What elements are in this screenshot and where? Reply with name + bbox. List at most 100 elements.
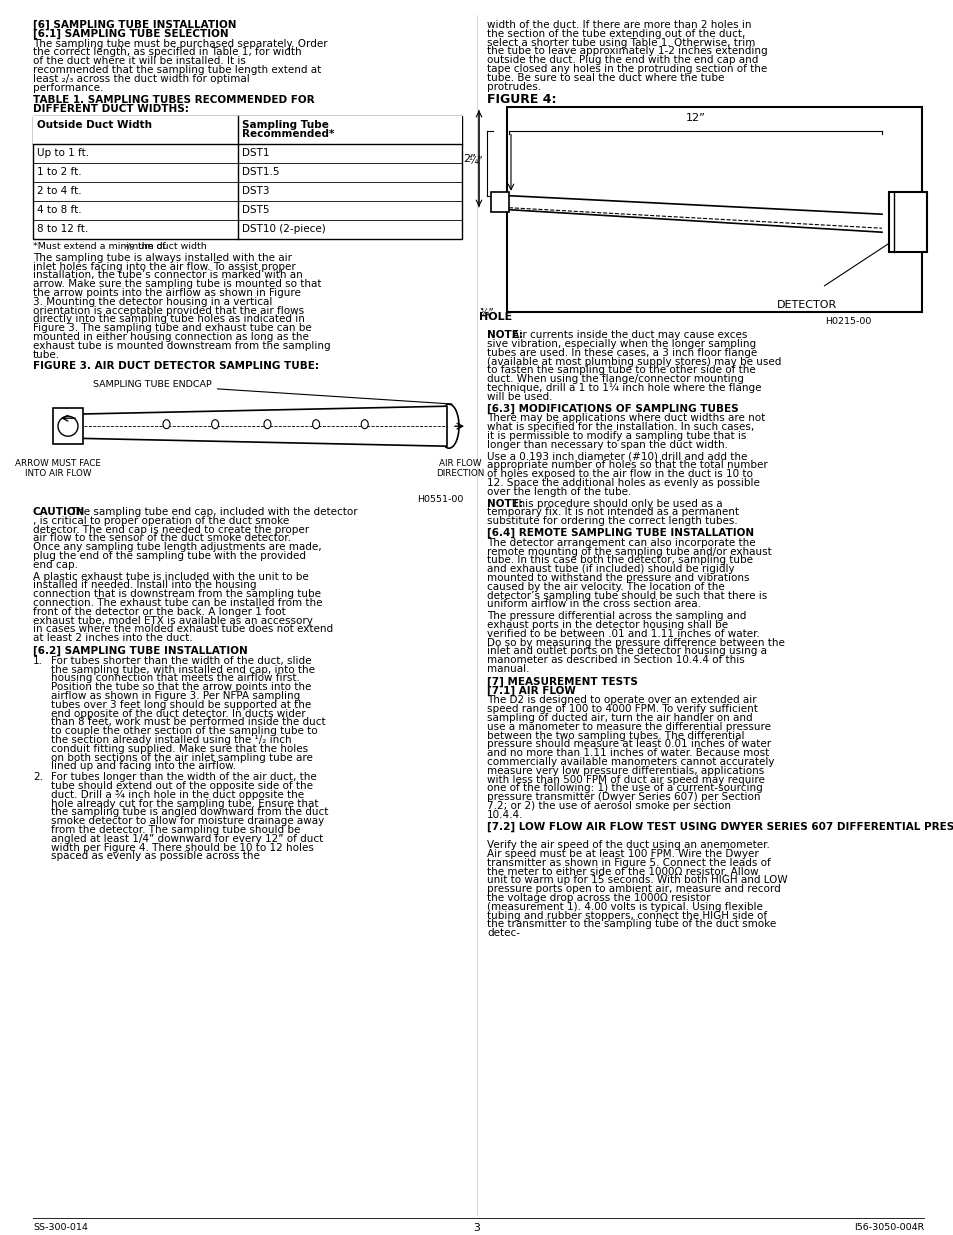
Text: tape closed any holes in the protruding section of the: tape closed any holes in the protruding … (486, 64, 766, 74)
Text: [6.2] SAMPLING TUBE INSTALLATION: [6.2] SAMPLING TUBE INSTALLATION (33, 646, 248, 656)
Text: in cases where the molded exhaust tube does not extend: in cases where the molded exhaust tube d… (33, 625, 333, 635)
Bar (506, 107, 921, 312)
Text: A plastic exhaust tube is included with the unit to be: A plastic exhaust tube is included with … (33, 572, 309, 582)
Ellipse shape (212, 420, 218, 429)
Text: from the detector. The sampling tube should be: from the detector. The sampling tube sho… (51, 825, 300, 835)
Text: , is critical to proper operation of the duct smoke: , is critical to proper operation of the… (33, 516, 289, 526)
Text: recommended that the sampling tube length extend at: recommended that the sampling tube lengt… (33, 65, 321, 75)
Text: 2 to 4 ft.: 2 to 4 ft. (37, 186, 82, 196)
Text: 4 to 8 ft.: 4 to 8 ft. (37, 205, 82, 215)
Text: at least 2 inches into the duct.: at least 2 inches into the duct. (33, 634, 193, 643)
Text: manual.: manual. (486, 664, 529, 674)
Text: [7] MEASUREMENT TESTS: [7] MEASUREMENT TESTS (486, 677, 638, 687)
Text: plug the end of the sampling tube with the provided: plug the end of the sampling tube with t… (33, 551, 306, 561)
Text: (measurement 1). 4.00 volts is typical. Using flexible: (measurement 1). 4.00 volts is typical. … (486, 902, 762, 911)
Text: to fasten the sampling tube to the other side of the: to fasten the sampling tube to the other… (486, 366, 755, 375)
Text: 1 to 2 ft.: 1 to 2 ft. (37, 167, 82, 177)
Ellipse shape (438, 404, 458, 448)
Text: *Must extend a minimum of: *Must extend a minimum of (33, 242, 169, 251)
Text: DST3: DST3 (242, 186, 269, 196)
Text: outside the duct. Plug the end with the end cap and: outside the duct. Plug the end with the … (486, 56, 758, 65)
Text: the section already installed using the ¹/₂ inch: the section already installed using the … (51, 735, 292, 745)
Text: and no more than 1.11 inches of water. Because most: and no more than 1.11 inches of water. B… (486, 748, 768, 758)
Text: on both sections of the air inlet sampling tube are: on both sections of the air inlet sampli… (51, 752, 313, 762)
Text: [6.4] REMOTE SAMPLING TUBE INSTALLATION: [6.4] REMOTE SAMPLING TUBE INSTALLATION (486, 529, 753, 538)
Text: DST5: DST5 (242, 205, 269, 215)
Text: 12”: 12” (685, 114, 704, 124)
Text: of holes exposed to the air flow in the duct is 10 to: of holes exposed to the air flow in the … (486, 469, 752, 479)
Text: spaced as evenly as possible across the: spaced as evenly as possible across the (51, 851, 259, 861)
Text: : The sampling tube end cap, included with the detector: : The sampling tube end cap, included wi… (65, 508, 357, 517)
Text: airflow as shown in Figure 3. Per NFPA sampling: airflow as shown in Figure 3. Per NFPA s… (51, 692, 300, 701)
Text: the arrow points into the airflow as shown in Figure: the arrow points into the airflow as sho… (33, 288, 300, 298)
Ellipse shape (361, 420, 368, 429)
Text: the sampling tube is angled downward from the duct: the sampling tube is angled downward fro… (51, 808, 328, 818)
Bar (33, 116, 461, 144)
Text: The pressure differential across the sampling and: The pressure differential across the sam… (486, 611, 745, 621)
Text: the meter to either side of the 1000Ω resistor. Allow: the meter to either side of the 1000Ω re… (486, 867, 758, 877)
Text: connection. The exhaust tube can be installed from the: connection. The exhaust tube can be inst… (33, 598, 322, 608)
Text: Outside Duct Width: Outside Duct Width (37, 120, 152, 130)
Bar (53, 409, 83, 445)
Text: tube.: tube. (33, 350, 60, 359)
Text: pressure should measure at least 0.01 inches of water: pressure should measure at least 0.01 in… (486, 740, 770, 750)
Text: DETECTOR: DETECTOR (776, 300, 837, 310)
Text: select a shorter tube using Table 1. Otherwise, trim: select a shorter tube using Table 1. Oth… (486, 37, 755, 48)
Text: pressure transmitter (Dwyer Series 607) per Section: pressure transmitter (Dwyer Series 607) … (486, 792, 760, 803)
Text: one of the following: 1) the use of a current-sourcing: one of the following: 1) the use of a cu… (486, 783, 762, 793)
Text: 8 to 12 ft.: 8 to 12 ft. (37, 224, 89, 233)
Text: Do so by measuring the pressure difference between the: Do so by measuring the pressure differen… (486, 637, 784, 647)
Text: tube. In this case both the detector, sampling tube: tube. In this case both the detector, sa… (486, 556, 752, 566)
Text: Position the tube so that the arrow points into the: Position the tube so that the arrow poin… (51, 682, 311, 692)
Text: substitute for ordering the correct length tubes.: substitute for ordering the correct leng… (486, 516, 737, 526)
Text: mounted to withstand the pressure and vibrations: mounted to withstand the pressure and vi… (486, 573, 749, 583)
Text: smoke detector to allow for moisture drainage away: smoke detector to allow for moisture dra… (51, 816, 324, 826)
Text: NOTE:: NOTE: (486, 499, 522, 509)
Text: The sampling tube is always installed with the air: The sampling tube is always installed wi… (33, 253, 292, 263)
Text: sive vibration, especially when the longer sampling: sive vibration, especially when the long… (486, 338, 756, 350)
Text: tubing and rubber stoppers, connect the HIGH side of: tubing and rubber stoppers, connect the … (486, 910, 766, 920)
Text: uniform airflow in the cross section area.: uniform airflow in the cross section are… (486, 599, 700, 609)
Text: [6.1] SAMPLING TUBE SELECTION: [6.1] SAMPLING TUBE SELECTION (33, 28, 229, 40)
Text: 2.: 2. (33, 772, 43, 782)
Text: tube. Be sure to seal the duct where the tube: tube. Be sure to seal the duct where the… (486, 73, 723, 83)
Text: Once any sampling tube length adjustments are made,: Once any sampling tube length adjustment… (33, 542, 321, 552)
Text: transmitter as shown in Figure 5. Connect the leads of: transmitter as shown in Figure 5. Connec… (486, 858, 770, 868)
Text: width of the duct. If there are more than 2 holes in: width of the duct. If there are more tha… (486, 20, 751, 30)
Text: orientation is acceptable provided that the air flows: orientation is acceptable provided that … (33, 305, 304, 316)
Text: conduit fitting supplied. Make sure that the holes: conduit fitting supplied. Make sure that… (51, 743, 308, 753)
Text: SAMPLING TUBE ENDCAP: SAMPLING TUBE ENDCAP (92, 380, 452, 404)
Text: the section of the tube extending out of the duct,: the section of the tube extending out of… (486, 28, 744, 38)
Text: Air currents inside the duct may cause exces: Air currents inside the duct may cause e… (508, 330, 746, 340)
Text: end opposite of the duct detector. In ducts wider: end opposite of the duct detector. In du… (51, 709, 305, 719)
Text: [6.3] MODIFICATIONS OF SAMPLING TUBES: [6.3] MODIFICATIONS OF SAMPLING TUBES (486, 404, 738, 414)
Ellipse shape (264, 420, 271, 429)
Text: protrudes.: protrudes. (486, 82, 540, 91)
Text: 2”: 2” (462, 153, 476, 163)
Text: FIGURE 4:: FIGURE 4: (486, 94, 556, 106)
Text: commercially available manometers cannot accurately: commercially available manometers cannot… (486, 757, 774, 767)
Ellipse shape (313, 420, 319, 429)
Text: duct. Drill a ¾ inch hole in the duct opposite the: duct. Drill a ¾ inch hole in the duct op… (51, 790, 304, 800)
Text: over the length of the tube.: over the length of the tube. (486, 487, 631, 496)
Text: the duct width: the duct width (134, 242, 207, 251)
Text: duct. When using the flange/connector mounting: duct. When using the flange/connector mo… (486, 374, 743, 384)
Text: detec-: detec- (486, 929, 519, 939)
Text: than 8 feet, work must be performed inside the duct: than 8 feet, work must be performed insi… (51, 718, 325, 727)
Text: exhaust tube is mounted downstream from the sampling: exhaust tube is mounted downstream from … (33, 341, 331, 351)
Text: of the duct where it will be installed. It is: of the duct where it will be installed. … (33, 57, 246, 67)
Text: unit to warm up for 15 seconds. With both HIGH and LOW: unit to warm up for 15 seconds. With bot… (486, 876, 787, 885)
Text: performance.: performance. (33, 83, 103, 93)
Text: detector’s sampling tube should be such that there is: detector’s sampling tube should be such … (486, 590, 766, 600)
Text: tube should extend out of the opposite side of the: tube should extend out of the opposite s… (51, 781, 313, 790)
Text: the sampling tube, with installed end cap, into the: the sampling tube, with installed end ca… (51, 664, 314, 674)
Text: This procedure should only be used as a: This procedure should only be used as a (508, 499, 721, 509)
Text: The sampling tube must be purchased separately. Order: The sampling tube must be purchased sepa… (33, 38, 327, 48)
Text: installation, the tube’s connector is marked with an: installation, the tube’s connector is ma… (33, 270, 302, 280)
Text: The D2 is designed to operate over an extended air: The D2 is designed to operate over an ex… (486, 695, 756, 705)
Text: angled at least 1/4” downward for every 12” of duct: angled at least 1/4” downward for every … (51, 834, 323, 844)
Text: with less than 500 FPM of duct air speed may require: with less than 500 FPM of duct air speed… (486, 774, 764, 784)
Text: to couple the other section of the sampling tube to: to couple the other section of the sampl… (51, 726, 317, 736)
Bar (491, 191, 509, 211)
Text: hole already cut for the sampling tube. Ensure that: hole already cut for the sampling tube. … (51, 799, 318, 809)
